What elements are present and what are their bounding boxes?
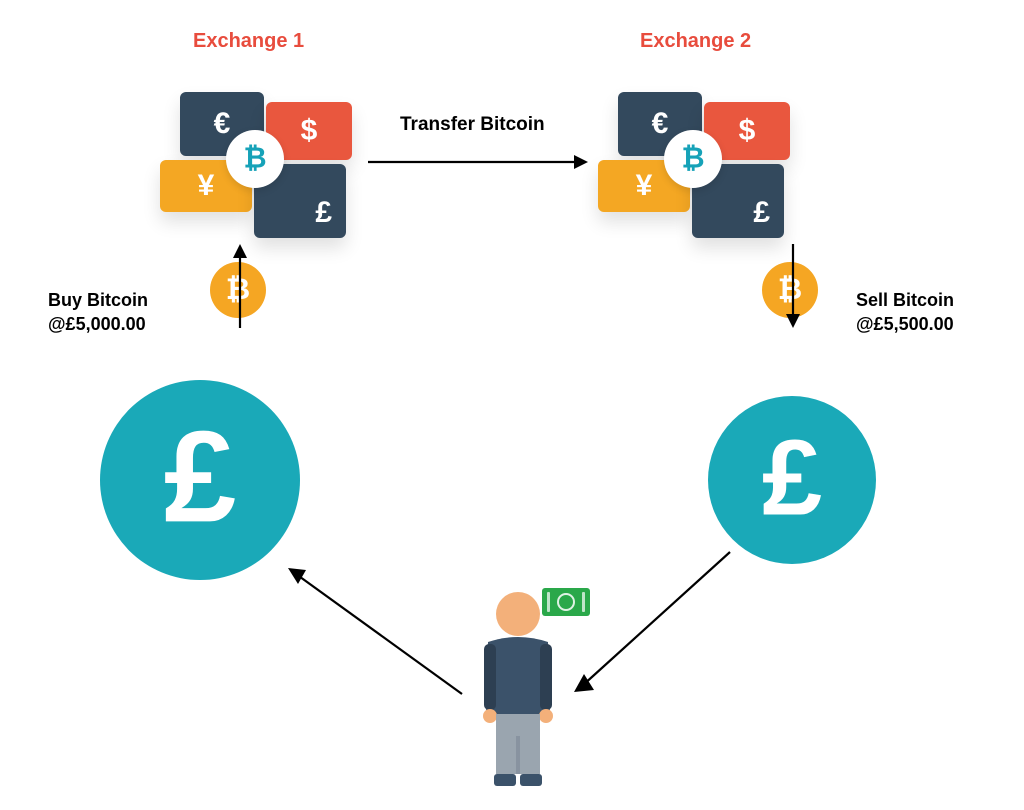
svg-text:£: £ (164, 415, 236, 545)
pound-circle-left: £ (100, 380, 300, 580)
bitcoin-coin-left: ₿ (210, 262, 266, 318)
dollar-symbol: $ (739, 114, 756, 148)
yen-symbol: ¥ (636, 169, 653, 203)
yen-symbol: ¥ (198, 169, 215, 203)
pound-circle-right: £ (708, 396, 876, 564)
label-buy: Buy Bitcoin @£5,000.00 (48, 288, 148, 337)
diagram-canvas: Exchange 1 Exchange 2 € $ ¥ £ ₿ € $ ¥ (0, 0, 1024, 810)
pound-symbol: £ (315, 196, 332, 230)
label-sell: Sell Bitcoin @£5,500.00 (856, 288, 954, 337)
bitcoin-coin-right: ₿ (762, 262, 818, 318)
heading-exchange-2: Exchange 2 (640, 30, 751, 53)
person-icon (468, 586, 568, 801)
euro-symbol: € (214, 107, 231, 141)
svg-text:₿: ₿ (681, 143, 704, 175)
svg-text:₿: ₿ (243, 143, 266, 175)
bitcoin-icon: ₿ (664, 130, 722, 188)
bitcoin-icon: ₿ (226, 130, 284, 188)
exchange-1-graphic: € $ ¥ £ ₿ (160, 86, 360, 246)
svg-text:£: £ (762, 426, 822, 534)
label-transfer: Transfer Bitcoin (400, 112, 545, 138)
bitcoin-symbol: ₿ (226, 273, 250, 307)
dollar-symbol: $ (301, 114, 318, 148)
exchange-2-graphic: € $ ¥ £ ₿ (598, 86, 798, 246)
heading-exchange-1: Exchange 1 (193, 30, 304, 53)
bitcoin-symbol: ₿ (778, 273, 802, 307)
pound-symbol: £ (753, 196, 770, 230)
euro-symbol: € (652, 107, 669, 141)
